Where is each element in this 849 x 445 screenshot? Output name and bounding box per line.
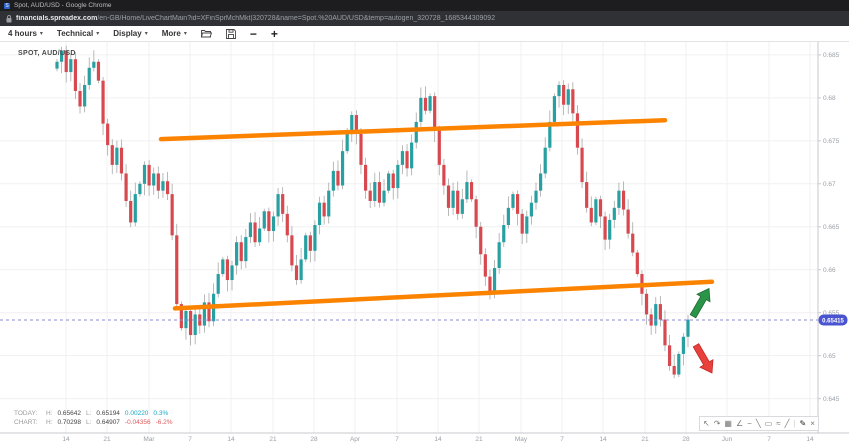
display-dropdown-label: Display xyxy=(113,29,142,38)
chart-change-value: -0.04356 xyxy=(124,419,151,426)
price-chart-canvas[interactable]: 0.685 0.68 0.675 0.67 0.665 0.66 0.655 0.65 0.64… xyxy=(0,42,849,445)
url-path: /en-GB/Home/LiveChartMain?id=XFinSprMchM… xyxy=(97,15,496,22)
chart-status: TODAY: H: 0.65642 L: 0.65194 0.00220 0.3… xyxy=(14,409,173,427)
grid-icon[interactable]: ▦ xyxy=(724,419,732,428)
svg-text:21: 21 xyxy=(641,436,649,443)
candlesticks xyxy=(55,45,690,379)
lock-icon xyxy=(6,14,12,22)
arrow-up-icon xyxy=(689,287,711,319)
svg-text:21: 21 xyxy=(103,436,111,443)
svg-text:0.685: 0.685 xyxy=(823,52,840,59)
timeframe-dropdown[interactable]: 4 hours ▾ xyxy=(8,29,43,38)
chart-status-row: CHART: H: 0.70298 L: 0.64907 -0.04356 -6… xyxy=(14,418,173,427)
svg-text:14: 14 xyxy=(227,436,235,443)
svg-text:14: 14 xyxy=(62,436,70,443)
chevron-down-icon: ▾ xyxy=(39,31,43,37)
chart-change-percent: -6.2% xyxy=(155,419,173,426)
today-high-key: H: xyxy=(46,410,53,417)
window-titlebar: S Spot, AUD/USD - Google Chrome xyxy=(0,0,849,11)
zoom-out-icon[interactable]: − xyxy=(249,26,257,41)
svg-text:14: 14 xyxy=(434,436,442,443)
arrow-down-icon xyxy=(692,343,714,374)
chevron-down-icon: ▾ xyxy=(183,31,187,37)
trend-segment-icon[interactable]: ╲ xyxy=(755,419,761,428)
today-low-key: L: xyxy=(86,410,92,417)
wave-icon[interactable]: ≈ xyxy=(776,419,781,428)
today-low-value: 0.65194 xyxy=(96,410,120,417)
save-icon[interactable] xyxy=(225,28,236,39)
svg-text:May: May xyxy=(515,436,528,443)
svg-text:7: 7 xyxy=(767,436,771,443)
curved-arrow-icon[interactable]: ↷ xyxy=(713,419,721,428)
svg-text:0.645: 0.645 xyxy=(823,396,840,403)
svg-text:7: 7 xyxy=(560,436,564,443)
timeframe-dropdown-label: 4 hours xyxy=(8,29,37,38)
chevron-down-icon: ▾ xyxy=(96,31,100,37)
chart-label: CHART: xyxy=(14,419,38,426)
chevron-down-icon: ▾ xyxy=(144,31,148,37)
current-price-tag: 0.65415 xyxy=(818,314,848,326)
svg-text:0.65415: 0.65415 xyxy=(822,318,844,324)
url-text[interactable]: financials.spreadex.com/en-GB/Home/LiveC… xyxy=(16,15,495,22)
chart-toolbar: 4 hours ▾ Technical ▾ Display ▾ More ▾ −… xyxy=(0,26,849,42)
svg-text:0.675: 0.675 xyxy=(823,138,840,145)
svg-text:21: 21 xyxy=(269,436,277,443)
window-title: Spot, AUD/USD - Google Chrome xyxy=(14,2,112,9)
svg-text:14: 14 xyxy=(806,436,814,443)
svg-text:Mar: Mar xyxy=(143,436,155,443)
diagonal-line-icon[interactable]: ╱ xyxy=(784,419,790,428)
axes: 0.685 0.68 0.675 0.67 0.665 0.66 0.655 0.65 0.64… xyxy=(0,42,849,443)
today-label: TODAY: xyxy=(14,410,38,417)
gridlines xyxy=(0,42,818,433)
more-dropdown-label: More xyxy=(161,29,181,38)
close-icon[interactable]: × xyxy=(810,419,815,428)
chart-low-key: L: xyxy=(86,419,92,426)
url-domain: financials.spreadex.com xyxy=(16,15,98,22)
site-favicon-icon: S xyxy=(4,2,10,9)
svg-text:28: 28 xyxy=(682,436,690,443)
horizontal-line-icon[interactable]: − xyxy=(747,419,752,428)
svg-text:0.67: 0.67 xyxy=(823,181,836,188)
divider-icon: | xyxy=(793,419,796,428)
more-dropdown[interactable]: More ▾ xyxy=(162,29,187,38)
drawing-toolbar: ↖ ↷ ▦ ∠ − ╲ ▭ ≈ ╱ | ✎ × xyxy=(699,416,819,431)
display-dropdown[interactable]: Display ▾ xyxy=(113,29,147,38)
zoom-in-icon[interactable]: + xyxy=(270,26,278,41)
cursor-icon[interactable]: ↖ xyxy=(703,419,710,428)
trend-angle-icon[interactable]: ∠ xyxy=(735,419,744,428)
rectangle-icon[interactable]: ▭ xyxy=(764,419,773,428)
svg-text:0.68: 0.68 xyxy=(823,95,836,102)
chart-high-value: 0.70298 xyxy=(57,419,82,426)
technical-dropdown[interactable]: Technical ▾ xyxy=(57,29,99,38)
svg-text:0.66: 0.66 xyxy=(823,267,836,274)
svg-text:0.655: 0.655 xyxy=(823,310,840,317)
chart-high-key: H: xyxy=(46,419,53,426)
svg-text:21: 21 xyxy=(475,436,483,443)
svg-text:Apr: Apr xyxy=(350,436,361,443)
today-status-row: TODAY: H: 0.65642 L: 0.65194 0.00220 0.3… xyxy=(14,409,173,418)
svg-text:7: 7 xyxy=(188,436,192,443)
svg-text:Jun: Jun xyxy=(722,436,733,443)
technical-dropdown-label: Technical xyxy=(56,29,94,38)
annotations xyxy=(689,287,714,374)
pencil-icon[interactable]: ✎ xyxy=(799,419,807,428)
browser-url-bar[interactable]: financials.spreadex.com/en-GB/Home/LiveC… xyxy=(0,11,849,26)
svg-text:28: 28 xyxy=(310,436,318,443)
chart-low-value: 0.64907 xyxy=(96,419,120,426)
open-folder-icon[interactable] xyxy=(200,29,212,38)
svg-text:7: 7 xyxy=(395,436,399,443)
svg-text:14: 14 xyxy=(599,436,607,443)
instrument-label: SPOT, AUD/USD xyxy=(18,50,76,57)
trend-lines xyxy=(158,117,715,311)
today-change-value: 0.00220 xyxy=(124,410,149,417)
today-change-percent: 0.3% xyxy=(153,410,169,417)
svg-text:0.65: 0.65 xyxy=(823,353,836,360)
today-high-value: 0.65642 xyxy=(57,410,82,417)
svg-text:0.665: 0.665 xyxy=(823,224,840,231)
